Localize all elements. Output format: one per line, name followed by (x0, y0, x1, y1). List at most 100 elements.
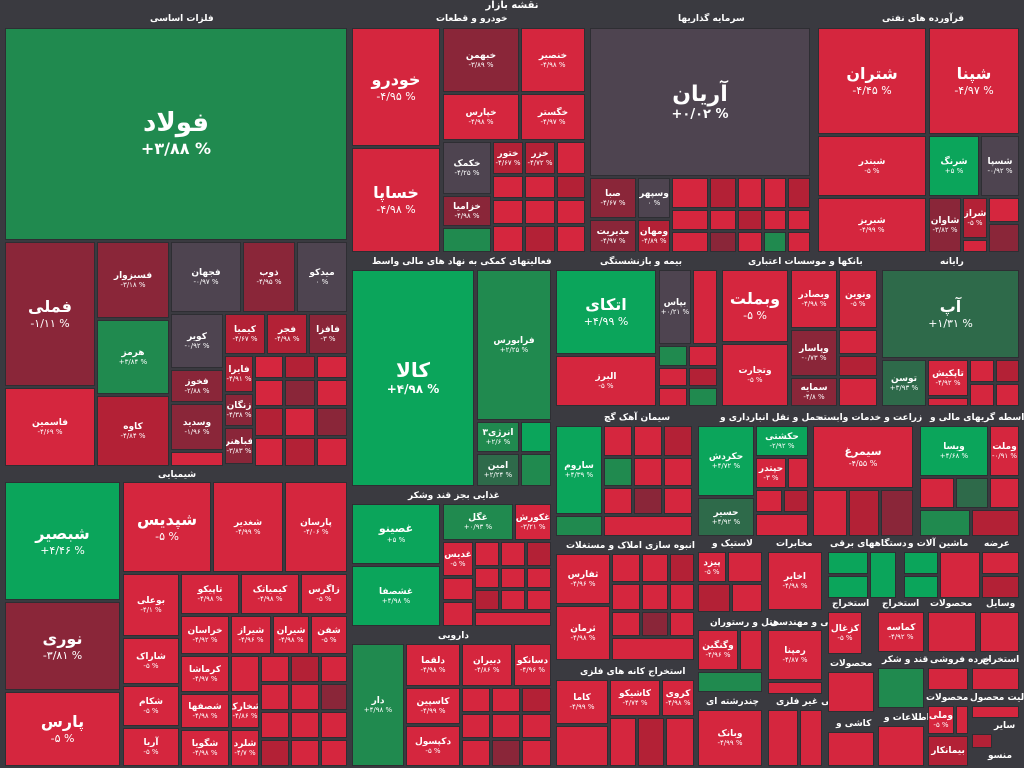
filler-tile[interactable] (828, 672, 874, 712)
tile-hormoz[interactable]: هرمز% ۳/۸۴+ (97, 320, 169, 394)
filler-tile[interactable] (698, 584, 730, 612)
filler-tile[interactable] (317, 408, 347, 436)
filler-tile[interactable] (970, 360, 994, 382)
tile-beymankar[interactable]: بیمانکار (928, 736, 968, 766)
filler-tile[interactable] (740, 630, 762, 670)
filler-tile[interactable] (870, 552, 896, 598)
tile-khbahman[interactable]: خبهمن% ۳/۸۹- (443, 28, 519, 92)
tile-atkai[interactable]: اتکای% ۴/۹۹+ (556, 270, 656, 354)
tile-shesepa[interactable]: شسپا% ۰/۹۲- (981, 136, 1019, 196)
tile-karoi[interactable]: کروی% ۴/۹۸- (662, 680, 694, 716)
tile-shepna[interactable]: شپنا% ۴/۹۷- (929, 28, 1019, 134)
filler-tile[interactable] (989, 224, 1019, 252)
tile-noori[interactable]: نوری% ۳/۸۱- (5, 602, 120, 690)
filler-tile[interactable] (443, 228, 491, 252)
tile-fafza[interactable]: فافزا% ۳- (309, 314, 347, 354)
filler-tile[interactable] (764, 232, 786, 252)
filler-tile[interactable] (525, 200, 555, 224)
filler-tile[interactable] (604, 426, 632, 456)
filler-tile[interactable] (738, 232, 762, 252)
filler-tile[interactable] (664, 426, 692, 456)
filler-tile[interactable] (612, 638, 694, 660)
filler-tile[interactable] (928, 398, 968, 406)
filler-tile[interactable] (493, 200, 523, 224)
filler-tile[interactable] (492, 714, 520, 738)
tile-bouali[interactable]: بوعلی% ۴/۱- (123, 574, 179, 636)
tile-kaveh[interactable]: کاوه% ۴/۸۴- (97, 396, 169, 466)
filler-tile[interactable] (501, 568, 525, 588)
filler-tile[interactable] (728, 552, 762, 582)
filler-tile[interactable] (670, 554, 694, 582)
filler-tile[interactable] (940, 552, 980, 598)
filler-tile[interactable] (321, 684, 347, 710)
tile-kazghal[interactable]: کزغال% ۵- (828, 612, 862, 654)
tile-akhaber[interactable]: اخابر% ۴/۹۸- (768, 552, 822, 610)
tile-khanasir[interactable]: خنصیر% ۴/۹۸- (521, 28, 585, 92)
filler-tile[interactable] (261, 684, 289, 710)
filler-tile[interactable] (672, 210, 708, 230)
tile-rampana[interactable]: رمپنا% ۴/۸۷- (768, 630, 822, 680)
filler-tile[interactable] (171, 452, 223, 466)
tile-sefars[interactable]: ثفارس% ۴/۹۶- (556, 554, 610, 604)
tile-fabahonar[interactable]: فباهنر% ۳/۸۳- (225, 428, 253, 464)
tile-vamelli[interactable]: وملی% ۵- (928, 706, 954, 734)
filler-tile[interactable] (521, 454, 551, 486)
filler-tile[interactable] (788, 458, 808, 488)
filler-tile[interactable] (664, 488, 692, 514)
tile-shesafaha[interactable]: شصفها% ۴/۹۸- (181, 694, 229, 728)
filler-tile[interactable] (321, 740, 347, 766)
tile-vabsader[interactable]: وبصادر% ۴/۹۸- (791, 270, 837, 328)
tile-energy3[interactable]: انرژی۳% ۲/۶+ (477, 422, 519, 452)
tile-vasadid[interactable]: وسدید% ۱/۹۶- (171, 404, 223, 450)
filler-tile[interactable] (659, 388, 687, 406)
filler-tile[interactable] (689, 388, 717, 406)
filler-tile[interactable] (756, 490, 782, 512)
filler-tile[interactable] (996, 384, 1019, 406)
filler-tile[interactable] (291, 712, 319, 738)
filler-tile[interactable] (920, 510, 970, 536)
filler-tile[interactable] (972, 734, 992, 748)
tile-dabiran[interactable]: دبیران% ۴/۸۶- (462, 644, 512, 686)
tile-tapkish[interactable]: تاپکیش% ۴/۹۲- (928, 360, 968, 396)
filler-tile[interactable] (839, 378, 877, 406)
tile-fasabzevar[interactable]: فسبزوار% ۳/۱۸- (97, 242, 169, 318)
filler-tile[interactable] (610, 718, 636, 766)
tile-hasir[interactable]: حسیر% ۴/۹۲+ (698, 498, 754, 536)
filler-tile[interactable] (317, 438, 347, 466)
filler-tile[interactable] (231, 656, 259, 692)
tile-kimiatak[interactable]: کیمیاتک% ۴/۹۸- (241, 574, 299, 614)
tile-dasanko[interactable]: دسانکو% ۴/۹۶- (514, 644, 551, 686)
filler-tile[interactable] (788, 232, 810, 252)
tile-hakashti[interactable]: حکشتی% ۲/۹۲- (756, 426, 808, 456)
filler-tile[interactable] (255, 380, 283, 406)
filler-tile[interactable] (881, 490, 913, 536)
tile-dalghoma[interactable]: دلقما% ۴/۹۸- (406, 644, 460, 686)
tile-arian[interactable]: آریان% ۰/۰۲+ (590, 28, 810, 176)
filler-tile[interactable] (738, 210, 762, 230)
tile-ghdis[interactable]: غدیس% ۵- (443, 542, 473, 576)
filler-tile[interactable] (604, 458, 632, 486)
filler-tile[interactable] (527, 590, 551, 610)
tile-shiran[interactable]: شیران% ۴/۹۸- (273, 616, 309, 654)
tile-vabank[interactable]: وبانک% ۴/۹۹- (698, 710, 762, 766)
filler-tile[interactable] (525, 226, 555, 252)
filler-tile[interactable] (634, 458, 662, 486)
filler-tile[interactable] (255, 408, 283, 436)
filler-tile[interactable] (317, 380, 347, 406)
tile-parsan[interactable]: پارسان% ۴/۰۶- (285, 482, 347, 572)
filler-tile[interactable] (475, 590, 499, 610)
filler-tile[interactable] (522, 714, 551, 738)
filler-tile[interactable] (828, 576, 868, 598)
filler-tile[interactable] (557, 200, 585, 224)
tile-khorasan[interactable]: خراسان% ۴/۹۲- (181, 616, 229, 654)
tile-kaspian[interactable]: کاسپین% ۴/۹۹- (406, 688, 460, 724)
filler-tile[interactable] (813, 490, 847, 536)
filler-tile[interactable] (972, 706, 1019, 718)
filler-tile[interactable] (475, 542, 499, 566)
filler-tile[interactable] (980, 612, 1019, 652)
tile-fayra[interactable]: فایرا% ۴/۹۱- (225, 356, 253, 392)
filler-tile[interactable] (525, 176, 555, 198)
tile-tapico[interactable]: تاپیکو% ۴/۹۸- (181, 574, 239, 614)
tile-dekapsool[interactable]: دکپسول% ۵- (406, 726, 460, 766)
filler-tile[interactable] (764, 178, 786, 208)
